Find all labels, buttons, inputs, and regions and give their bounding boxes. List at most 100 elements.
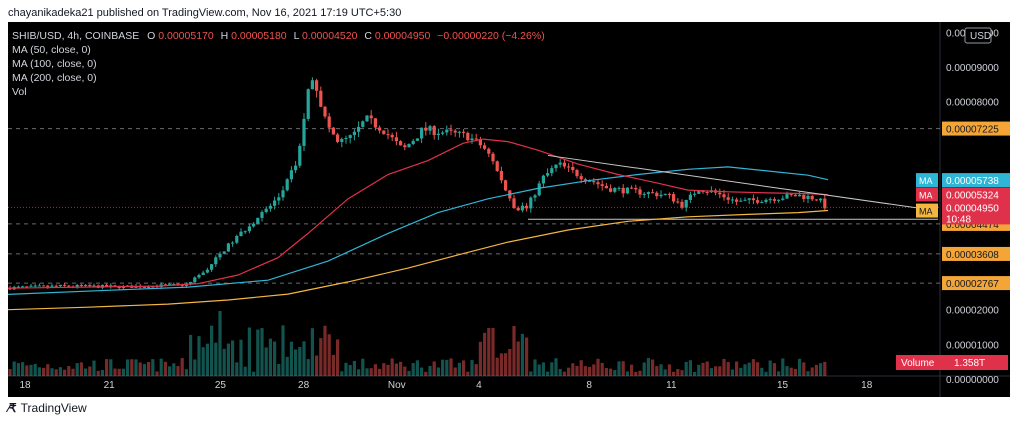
volume-bar xyxy=(197,336,201,376)
volume-bar xyxy=(676,369,680,376)
currency-label: USD xyxy=(970,31,991,42)
candle-body xyxy=(516,207,520,211)
candle-body xyxy=(445,129,449,133)
trend-line[interactable] xyxy=(547,154,939,212)
volume-bar xyxy=(315,355,319,376)
volume-bar xyxy=(285,356,289,376)
volume-bar xyxy=(340,371,344,376)
volume-bar xyxy=(302,341,306,376)
volume-bar xyxy=(483,332,487,376)
candle-body xyxy=(533,195,537,198)
volume-bar xyxy=(646,358,650,376)
volume-bar xyxy=(617,361,621,376)
volume-bar xyxy=(546,371,550,376)
candle-body xyxy=(67,285,71,287)
volume-bar xyxy=(214,342,218,376)
volume-bar xyxy=(810,367,814,376)
candle-body xyxy=(298,145,302,166)
candle-body xyxy=(785,194,789,199)
candle-body xyxy=(575,170,579,177)
candle-body xyxy=(25,286,29,288)
ma100-line[interactable] xyxy=(8,166,829,295)
indicator-ma200[interactable]: MA (200, close, 0) xyxy=(12,72,97,84)
candle-body xyxy=(684,199,688,208)
volume-bar xyxy=(323,325,327,376)
candle-body xyxy=(512,198,516,208)
candle-body xyxy=(46,285,50,287)
volume-bar xyxy=(88,366,92,376)
branding-text: TradingView xyxy=(20,401,87,415)
volume-bar xyxy=(67,366,71,376)
volume-bar xyxy=(802,362,806,376)
candle-body xyxy=(382,130,386,135)
ma-value-label: 0.00005324 xyxy=(946,190,999,201)
volume-bar xyxy=(436,367,440,376)
time-axis-label: 4 xyxy=(476,380,482,391)
candle-body xyxy=(676,201,680,203)
candle-body xyxy=(760,202,764,204)
candle-body xyxy=(781,198,785,200)
candle-body xyxy=(163,284,167,286)
volume-badge[interactable] xyxy=(896,355,1008,370)
candle-body xyxy=(491,153,495,162)
indicator-ma100[interactable]: MA (100, close, 0) xyxy=(12,58,97,70)
volume-bar xyxy=(672,371,676,376)
volume-bar xyxy=(432,361,436,376)
candle-body xyxy=(701,191,705,193)
candle-body xyxy=(105,284,109,287)
ma200-line[interactable] xyxy=(8,209,829,311)
footer-branding[interactable]: ⁄₹ TradingView xyxy=(8,401,87,415)
chart-panel[interactable]: 0.000100000.000090000.000080000.00002000… xyxy=(8,22,1010,397)
candle-body xyxy=(54,285,58,287)
candle-body xyxy=(768,199,772,201)
candle-body xyxy=(688,194,692,200)
candle-body xyxy=(88,284,92,287)
candle-body xyxy=(260,212,264,218)
price-chart[interactable]: 0.000100000.000090000.000080000.00002000… xyxy=(8,22,1010,397)
volume-bar xyxy=(562,371,566,376)
indicator-ma50[interactable]: MA (50, close, 0) xyxy=(12,44,91,56)
volume-bar xyxy=(37,367,41,376)
candle-body xyxy=(273,200,277,206)
volume-bar xyxy=(176,366,180,376)
candle-body xyxy=(453,130,457,133)
volume-bar xyxy=(415,360,419,376)
volume-bar xyxy=(541,362,545,376)
ma50-line[interactable] xyxy=(8,138,829,289)
volume-bar xyxy=(239,339,243,376)
volume-bar xyxy=(42,367,46,376)
candle-body xyxy=(352,131,356,136)
volume-bar xyxy=(453,367,457,376)
volume-bar xyxy=(336,339,340,376)
volume-bar xyxy=(747,362,751,376)
volume-bar xyxy=(8,369,12,376)
candle-body xyxy=(340,138,344,142)
candle-body xyxy=(394,137,398,142)
volume-bar xyxy=(730,369,734,376)
volume-bar xyxy=(231,340,235,376)
volume-bar xyxy=(155,371,159,376)
low-value: 0.00004520 xyxy=(302,30,358,42)
candle-body xyxy=(764,199,768,203)
level-badge xyxy=(942,246,1010,261)
candle-body xyxy=(726,197,730,200)
open-label: O xyxy=(147,30,155,42)
volume-bar xyxy=(693,371,697,376)
currency-button[interactable] xyxy=(964,27,992,44)
volume-bar xyxy=(84,368,88,376)
candle-body xyxy=(474,138,478,140)
volume-bar xyxy=(344,362,348,376)
time-axis-label: 25 xyxy=(215,380,227,391)
close-value: 0.00004950 xyxy=(375,30,431,42)
candle-body xyxy=(172,283,176,285)
candle-body xyxy=(739,200,743,202)
indicator-vol[interactable]: Vol xyxy=(12,86,27,98)
volume-bar xyxy=(491,328,495,376)
volume-bar xyxy=(117,368,121,376)
candle-body xyxy=(319,90,323,107)
volume-bar xyxy=(659,364,663,376)
candle-body xyxy=(487,148,491,154)
candle-body xyxy=(285,179,289,191)
candle-body xyxy=(793,194,797,197)
volume-bar xyxy=(71,368,75,376)
